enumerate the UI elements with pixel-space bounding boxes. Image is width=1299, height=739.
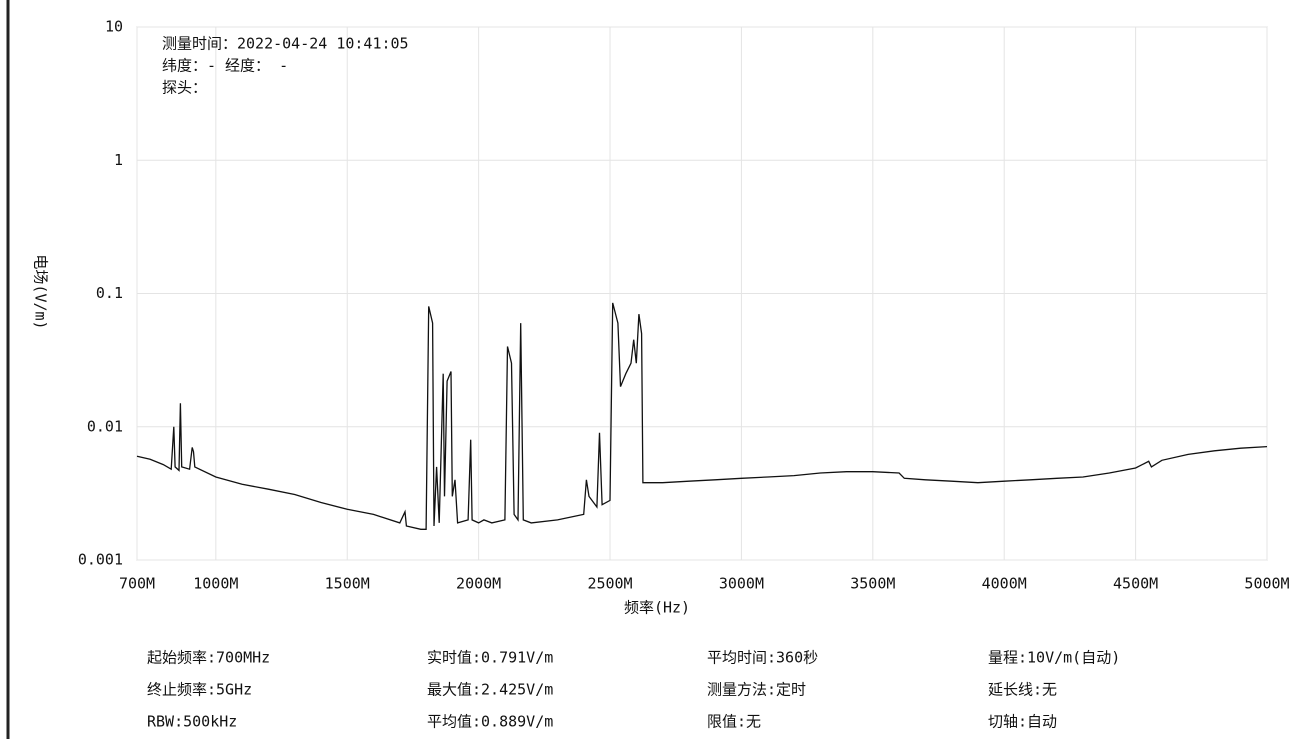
- x-tick-label: 1000M: [193, 575, 238, 593]
- x-tick-label: 1500M: [325, 575, 370, 593]
- y-axis-label: 电场(V/m): [32, 254, 50, 329]
- info-text: 平均时间:360秒: [707, 649, 818, 667]
- annotation: 纬度：- 经度： -: [162, 57, 288, 75]
- annotation: 测量时间：2022-04-24 10:41:05: [162, 35, 409, 53]
- info-text: 起始频率:700MHz: [147, 649, 270, 667]
- x-tick-label: 4000M: [982, 575, 1027, 593]
- info-text: 限值:无: [707, 713, 761, 731]
- info-text: RBW:500kHz: [147, 713, 237, 731]
- x-tick-label: 3500M: [850, 575, 895, 593]
- x-tick-label: 4500M: [1113, 575, 1158, 593]
- signal-line: [136, 302, 1268, 530]
- y-tick-label: 1: [114, 151, 123, 169]
- info-text: 切轴:自动: [988, 713, 1057, 731]
- x-axis-label: 频率(Hz): [624, 599, 690, 617]
- y-tick-label: 0.001: [78, 551, 123, 569]
- x-tick-label: 5000M: [1244, 575, 1289, 593]
- annotation: 探头：: [162, 79, 207, 97]
- info-text: 测量方法:定时: [707, 681, 806, 699]
- y-tick-label: 10: [105, 18, 123, 36]
- y-tick-label: 0.1: [96, 284, 123, 302]
- info-text: 平均值:0.889V/m: [427, 713, 553, 731]
- y-tick-label: 0.01: [87, 417, 123, 435]
- x-tick-label: 3000M: [719, 575, 764, 593]
- info-text: 最大值:2.425V/m: [427, 681, 553, 699]
- x-tick-label: 2500M: [587, 575, 632, 593]
- info-text: 延长线:无: [988, 681, 1057, 699]
- info-text: 量程:10V/m(自动): [988, 649, 1120, 667]
- info-text: 终止频率:5GHz: [147, 681, 252, 699]
- x-tick-label: 2000M: [456, 575, 501, 593]
- info-text: 实时值:0.791V/m: [427, 649, 553, 667]
- x-tick-label: 700M: [119, 575, 155, 593]
